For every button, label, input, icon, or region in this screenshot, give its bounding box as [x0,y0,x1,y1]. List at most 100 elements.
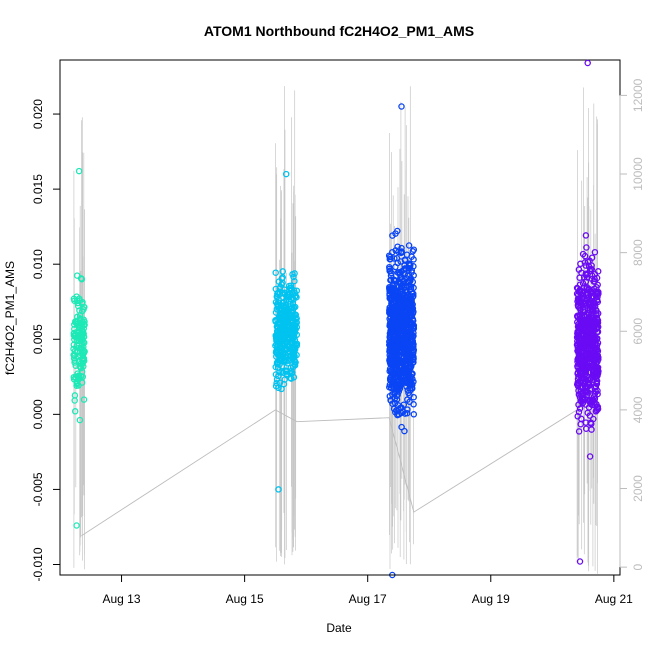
series-2-point-619 [404,396,411,403]
x-tick-label-3: Aug 19 [472,592,510,606]
series-2-point-828 [387,285,395,292]
series-1-point-325 [291,277,298,285]
series-2-point-806 [407,275,415,282]
series-3-point-593 [590,327,598,335]
series-0-point-69 [70,355,78,362]
series-3-point-459 [591,321,598,328]
series-3-point-581 [585,352,592,359]
series-3-point-504 [593,307,600,314]
y2-tick-label-0: 0 [631,563,645,570]
series-2-point-790 [387,353,394,361]
series-3-point-566 [594,353,601,361]
series-3-point-478 [587,294,595,302]
series-2-point-785 [404,278,411,286]
series-1-point-346 [279,321,287,328]
series-2-point-821 [386,346,393,353]
series-3-point-499 [574,332,582,339]
series-1-point-376 [289,333,297,341]
series-0-point-20 [71,397,78,404]
series-1-point-360 [278,352,286,360]
series-3-point-535 [588,398,595,405]
series-2-point-848 [404,302,411,309]
series-3-point-545 [594,390,601,398]
series-1-point-375 [278,368,285,375]
series-2-point-811 [408,381,416,389]
y-tick-label-2: 0.000 [31,399,45,429]
series-1-point-221 [272,309,280,316]
y2-tick-label-3: 6000 [631,318,645,345]
series-2-point-699 [405,371,413,378]
series-2-point-798 [387,272,395,279]
series-3-point-590 [578,321,586,328]
series-0-point-85 [74,347,81,355]
series-3-point-574 [574,313,581,320]
series-3-point-368 [575,428,583,435]
series-1-point-271 [275,278,283,285]
series-2-point-767 [409,356,417,364]
series-0-point-99 [78,379,86,386]
series-2-point-810 [392,315,399,323]
series-3-point-582 [593,368,600,375]
series-2-point-803 [410,348,417,355]
series-1-point-302 [291,344,299,351]
series-3-point-465 [588,426,595,433]
series-3-point-539 [575,391,583,398]
secondary-line-layer [73,86,599,574]
series-1-point-min [275,486,282,493]
y-tick-label-3: 0.005 [31,324,45,354]
y2-tick-label-6: 12000 [631,78,645,112]
y-tick-label-6: 0.020 [31,99,45,129]
series-3-point-491 [592,382,599,390]
series-3-point-583 [574,344,582,351]
series-1-point-367 [284,316,292,324]
series-3-point-563 [590,361,598,368]
series-1-point-153 [279,268,287,275]
series-2-point-815 [396,372,403,379]
series-2-point-57 [410,411,418,418]
series-3-point-356 [574,383,582,390]
series-2-point-797 [400,344,408,352]
series-3-point-341 [594,281,601,289]
series-3-point-584 [580,273,588,281]
series-3-point-598 [576,368,584,376]
series-1-point-368 [282,332,289,339]
series-0-point-134 [80,343,87,351]
series-2-point-725 [386,295,393,302]
series-1-point-372 [274,351,282,359]
series-2-point-708 [387,377,395,385]
series-2-point-780 [410,329,417,337]
series-0-point-139 [74,302,82,310]
series-1-point-362 [290,350,297,358]
series-1-point-231 [279,274,286,281]
series-2-point-827 [397,294,404,301]
series-2-point-784 [393,335,401,343]
series-2-point-820 [400,322,408,330]
series-3-point-588 [593,354,600,362]
series-2-point-831 [388,330,395,337]
series-3-point-544 [587,290,594,297]
series-3-point-484 [586,453,594,460]
series-2-point-701 [405,242,413,249]
series-1-point-316 [286,369,294,376]
series-3-point-174 [589,306,596,314]
series-2-point-838 [391,362,399,369]
series-3-point-min [576,558,584,565]
series-1-point-356 [285,342,293,350]
series-2-point-607 [387,255,394,263]
series-1-point-365 [276,328,284,336]
series-2-point-720 [408,269,415,276]
series-2-point-844 [390,312,398,320]
series-0-point-54 [73,272,81,279]
series-2-point-802 [389,381,396,389]
series-1-point-339 [289,355,296,362]
series-2-point-841 [393,342,400,350]
series-1-point-369 [277,320,284,328]
series-3-point-567 [575,297,583,305]
series-2-point-836 [401,427,408,435]
series-2-point-788 [388,369,396,377]
series-0-point-126 [80,363,87,370]
series-1-point-23 [278,385,285,393]
series-1-point-371 [281,306,289,314]
series-2-point-845 [387,342,394,350]
series-0-point-118 [70,295,78,303]
